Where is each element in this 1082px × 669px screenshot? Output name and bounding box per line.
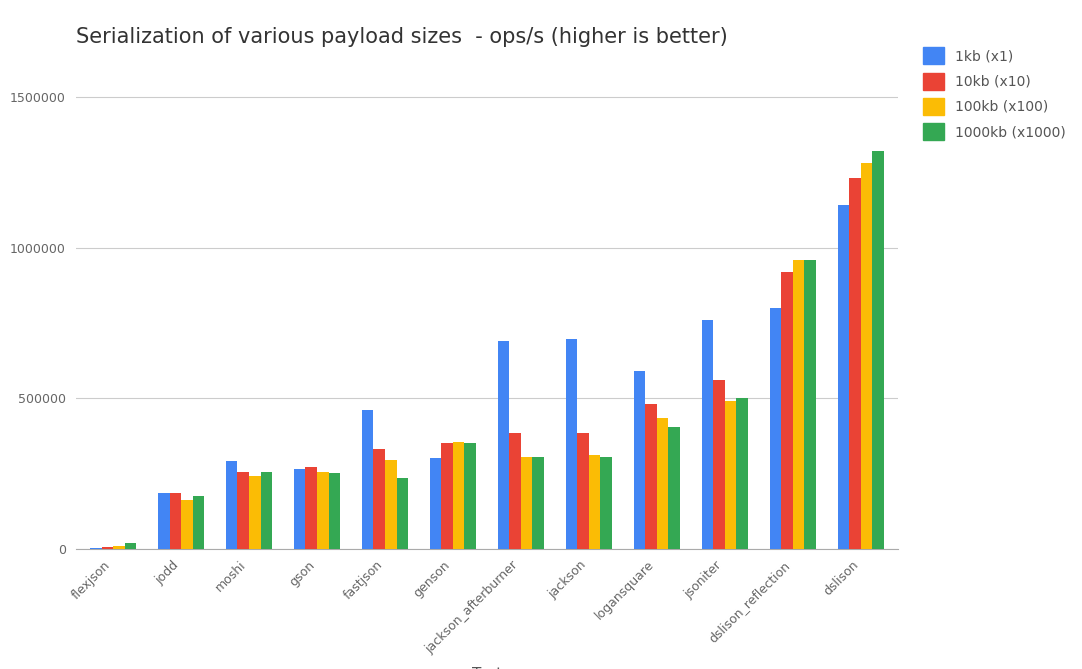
Bar <box>170 493 181 549</box>
Bar <box>860 163 872 549</box>
Bar <box>645 404 657 549</box>
Bar <box>430 458 441 549</box>
Bar <box>158 493 170 549</box>
Bar <box>781 272 793 549</box>
Bar <box>193 496 204 549</box>
Bar <box>769 308 781 549</box>
Bar <box>249 476 261 549</box>
Bar <box>102 547 114 549</box>
Bar <box>520 457 532 549</box>
Bar <box>453 442 464 549</box>
Bar <box>396 478 408 549</box>
Bar <box>701 320 713 549</box>
Bar <box>713 380 725 549</box>
Bar <box>669 427 679 549</box>
Bar <box>872 151 884 549</box>
Legend: 1kb (x1), 10kb (x10), 100kb (x100), 1000kb (x1000): 1kb (x1), 10kb (x10), 100kb (x100), 1000… <box>915 40 1072 147</box>
Bar <box>578 433 589 549</box>
Bar <box>725 401 737 549</box>
Bar <box>385 460 396 549</box>
Bar <box>601 457 612 549</box>
Bar <box>737 398 748 549</box>
Bar <box>837 205 849 549</box>
Bar <box>294 469 305 549</box>
Bar <box>532 457 544 549</box>
Bar <box>361 410 373 549</box>
Bar <box>181 500 193 549</box>
Text: Serialization of various payload sizes  - ops/s (higher is better): Serialization of various payload sizes -… <box>76 27 727 47</box>
Bar <box>589 455 601 549</box>
Bar <box>226 462 237 549</box>
Bar <box>510 433 520 549</box>
Bar <box>464 443 476 549</box>
Bar <box>566 339 578 549</box>
Bar <box>634 371 645 549</box>
Bar <box>329 474 340 549</box>
Bar <box>793 260 804 549</box>
Bar <box>657 417 669 549</box>
Bar <box>849 178 860 549</box>
Bar <box>317 472 329 549</box>
Bar <box>804 260 816 549</box>
Bar <box>441 443 453 549</box>
Bar <box>373 450 385 549</box>
Bar <box>305 467 317 549</box>
Bar <box>237 472 249 549</box>
Bar <box>261 472 273 549</box>
Bar <box>114 546 124 549</box>
Bar <box>498 341 510 549</box>
Bar <box>124 543 136 549</box>
X-axis label: Test: Test <box>472 667 502 669</box>
